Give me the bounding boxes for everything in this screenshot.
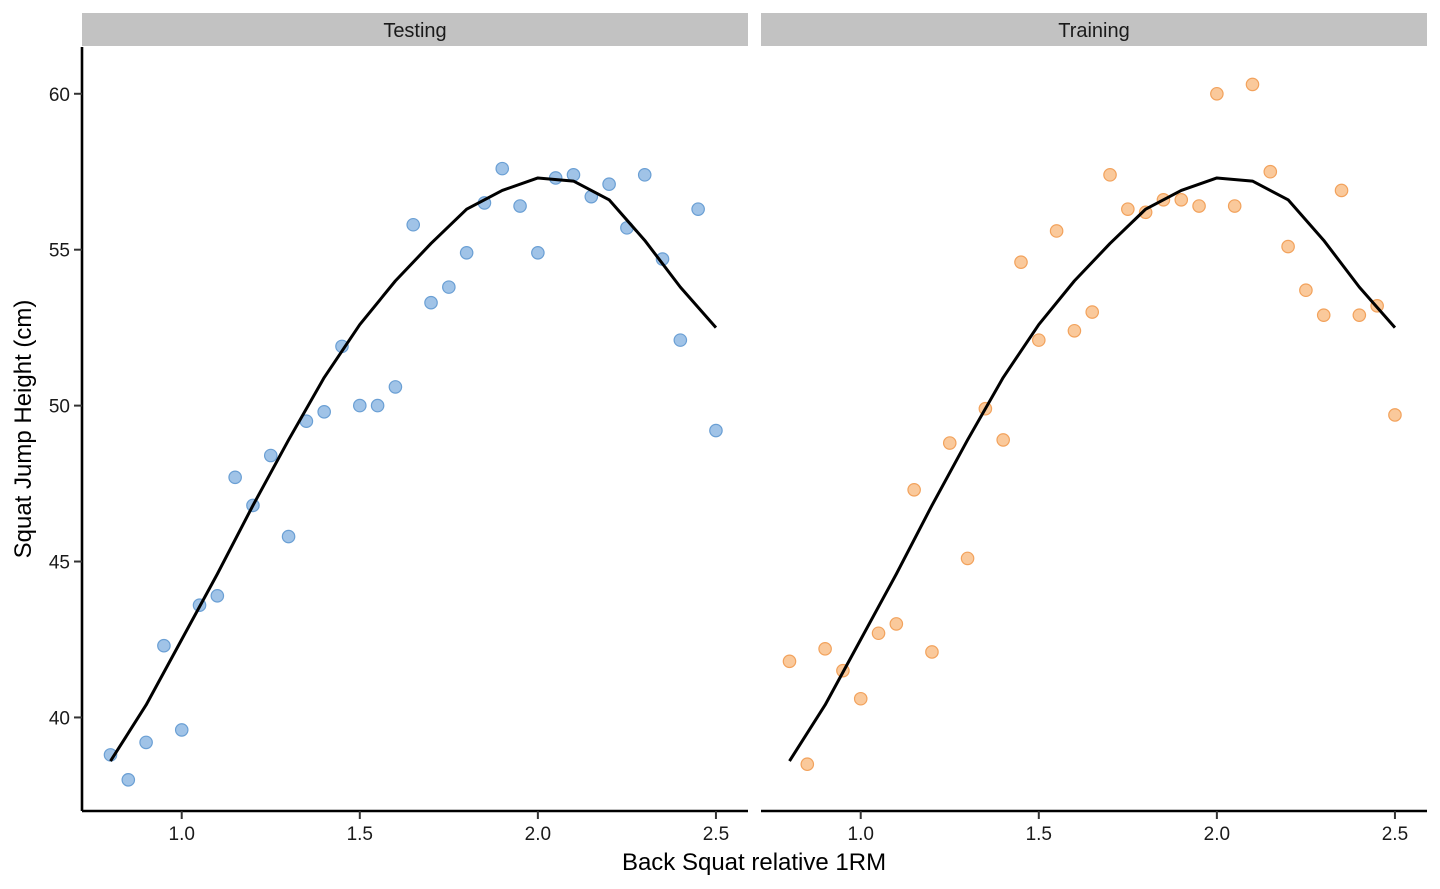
data-point [853, 691, 868, 706]
panels-layer: Testing 1.0 1.5 2.0 2.5 40 45 50 55 60 Training 1.0… [49, 13, 1427, 845]
data-point [602, 177, 616, 192]
data-point [513, 199, 527, 213]
points-testing [103, 161, 723, 787]
data-point [1049, 224, 1064, 238]
data-point [1103, 168, 1117, 182]
strip-background-training [761, 13, 1427, 46]
data-point [1334, 183, 1349, 198]
data-point [1281, 239, 1295, 254]
data-point [174, 723, 189, 737]
x-tick-label: 2.0 [525, 824, 551, 845]
data-point [1299, 283, 1313, 298]
data-point [121, 773, 136, 787]
data-point [1014, 255, 1028, 269]
data-point [925, 645, 939, 659]
strip-label-training: Training [1058, 20, 1130, 42]
data-point [352, 398, 367, 413]
data-point [709, 423, 723, 438]
data-point [871, 626, 886, 641]
data-point [406, 217, 421, 232]
data-point [210, 589, 225, 603]
strip-background-testing [82, 13, 748, 46]
data-point [1174, 193, 1189, 207]
x-tick-label: 1.5 [1026, 824, 1052, 845]
data-point [388, 380, 403, 394]
y-tick-label: 55 [49, 241, 70, 262]
data-point [1067, 323, 1082, 338]
fit-curve-training [788, 176, 1397, 762]
data-point [370, 398, 385, 413]
data-point [1227, 199, 1242, 213]
data-point [1192, 199, 1206, 213]
data-point [1245, 77, 1260, 92]
y-tick-label: 50 [49, 397, 70, 418]
data-point [673, 333, 688, 347]
y-tick-label: 40 [49, 708, 70, 729]
data-point [818, 642, 832, 656]
data-point [531, 246, 545, 260]
y-tick-label: 60 [49, 85, 70, 106]
data-point [566, 168, 581, 182]
x-tick-label: 1.0 [169, 824, 195, 845]
panel-testing: Testing 1.0 1.5 2.0 2.5 40 45 50 55 60 [49, 13, 748, 845]
x-tick-label: 1.5 [347, 824, 373, 845]
data-point [942, 436, 957, 450]
data-point [424, 295, 438, 310]
data-point [228, 470, 242, 485]
strip-label-testing: Testing [383, 20, 446, 42]
data-point [157, 638, 171, 653]
data-point [263, 448, 278, 463]
y-axis-title: Squat Jump Height (cm) [10, 300, 37, 559]
data-point [459, 246, 474, 260]
data-point [691, 202, 705, 216]
x-axis-title: Back Squat relative 1RM [622, 849, 886, 876]
data-point [1388, 408, 1402, 422]
data-point [907, 483, 921, 497]
data-point [800, 757, 815, 772]
data-point [1085, 305, 1100, 319]
data-point [281, 529, 296, 544]
data-point [1031, 333, 1046, 347]
x-tick-label: 2.0 [1204, 824, 1230, 845]
data-point [996, 433, 1010, 447]
x-tick-label: 1.0 [848, 824, 874, 845]
data-point [317, 405, 331, 419]
x-tick-label: 2.5 [1382, 824, 1408, 845]
data-point [495, 161, 510, 176]
data-point [960, 551, 975, 566]
x-tick-label: 2.5 [703, 824, 729, 845]
data-point [139, 735, 153, 750]
panel-training: Training 1.0 1.5 2.0 2.5 [761, 13, 1427, 845]
data-point [637, 168, 652, 182]
fit-curve-testing [109, 176, 718, 762]
data-point [1210, 86, 1224, 101]
y-tick-label: 45 [49, 553, 70, 574]
data-point [1316, 308, 1331, 322]
points-training [782, 77, 1402, 772]
data-point [1121, 202, 1135, 216]
data-point [1352, 308, 1367, 322]
data-point [1263, 164, 1278, 179]
data-point [782, 654, 797, 669]
data-point [889, 617, 904, 631]
data-point [442, 280, 456, 294]
